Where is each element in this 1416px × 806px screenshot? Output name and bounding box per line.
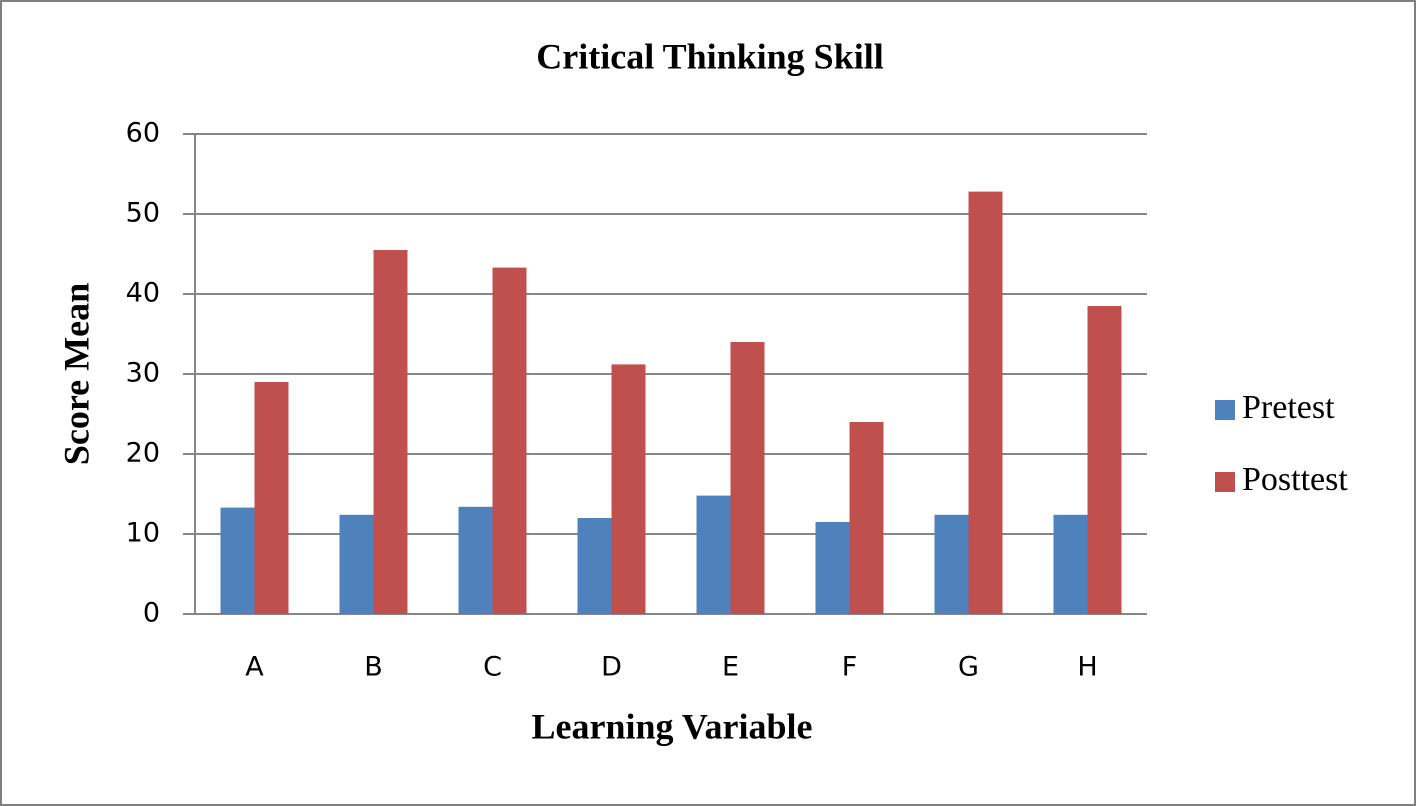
x-tick-label: B (364, 652, 383, 683)
y-tick-label: 0 (143, 598, 160, 629)
y-tick-label: 20 (126, 438, 160, 469)
bar (1087, 306, 1122, 614)
x-tick-label: F (842, 652, 858, 683)
bar (1053, 514, 1088, 614)
bar (577, 518, 612, 614)
x-tick-label: E (722, 652, 739, 683)
bar (220, 507, 255, 614)
y-tick-label: 10 (126, 518, 160, 549)
legend-swatch (1215, 472, 1235, 492)
bar (968, 191, 1003, 614)
bar (373, 250, 408, 614)
x-tick-label: H (1077, 652, 1097, 683)
bar (492, 267, 527, 614)
bar (696, 495, 731, 614)
x-tick-label: C (483, 652, 502, 683)
y-tick-label: 30 (126, 358, 160, 389)
bar (254, 382, 289, 614)
bar (849, 422, 884, 614)
bar (339, 514, 374, 614)
x-axis-title: Learning Variable (531, 706, 812, 746)
y-tick-label: 60 (126, 118, 160, 149)
x-tick-label: D (601, 652, 622, 683)
legend-swatch (1215, 400, 1235, 420)
bar (611, 364, 646, 614)
bar (815, 522, 850, 614)
y-tick-label: 50 (126, 198, 160, 229)
x-tick-label: G (958, 652, 979, 683)
y-tick-label: 40 (126, 278, 160, 309)
x-tick-label: A (245, 652, 264, 683)
legend-label: Posttest (1242, 461, 1348, 498)
bar (934, 514, 969, 614)
bar (458, 506, 493, 614)
bar (730, 342, 765, 614)
chart-title: Critical Thinking Skill (536, 36, 883, 76)
y-axis-title: Score Mean (56, 283, 96, 465)
legend-label: Pretest (1242, 389, 1335, 426)
